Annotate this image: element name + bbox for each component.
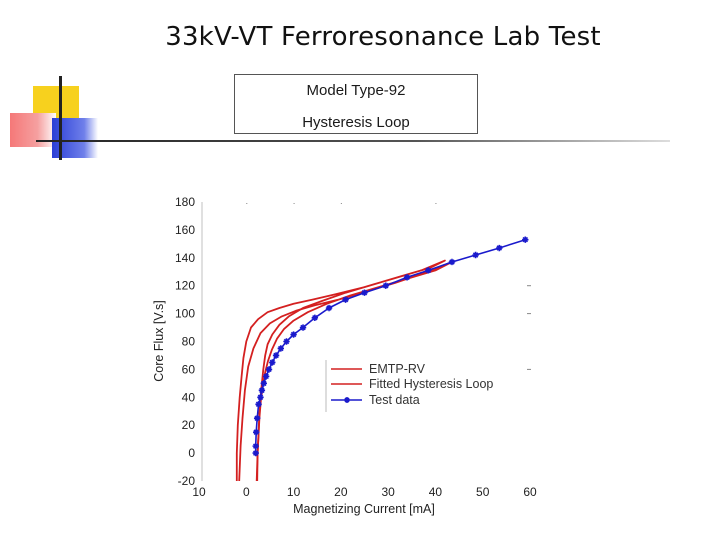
model-label-box: Model Type-92 Hysteresis Loop [234, 74, 478, 134]
x-tick-labels: 10 0 10 20 30 40 50 60 [192, 485, 537, 499]
test-data-point [269, 359, 276, 366]
legend-label: Test data [369, 393, 420, 407]
test-data-point [258, 387, 266, 394]
legend-box [322, 358, 512, 413]
decorative-horizontal-line [36, 140, 670, 142]
y-tick-labels: 180 160 140 120 100 80 60 40 20 0 -20 [175, 195, 195, 488]
test-data-point [252, 442, 259, 450]
test-data-point [260, 380, 267, 387]
x-tick-label: 40 [429, 485, 443, 499]
test-data-point [403, 274, 411, 281]
series-line-3 [254, 238, 526, 454]
y-tick-label: 60 [182, 362, 196, 376]
x-axis-label: Magnetizing Current [mA] [293, 502, 435, 516]
y-tick-label: 40 [182, 390, 196, 404]
y-tick-label: 20 [182, 418, 196, 432]
test-data-point [253, 428, 260, 436]
test-data-point [311, 314, 319, 321]
legend-label: Fitted Hysteresis Loop [369, 377, 493, 391]
decorative-vertical-line [59, 76, 62, 160]
x-tick-label: 10 [287, 485, 301, 499]
test-data-point [472, 251, 479, 259]
y-tick-label: 140 [175, 251, 195, 265]
slide-title: 33kV-VT Ferroresonance Lab Test [165, 22, 601, 52]
legend-label: EMTP-RV [369, 362, 426, 376]
y-tick-label: 100 [175, 307, 195, 321]
test-data-point [325, 304, 333, 312]
y-tick-label: 120 [175, 279, 195, 293]
y-axis-label: Core Flux [V.s] [152, 300, 166, 382]
x-tick-label: 10 [192, 485, 206, 499]
y-tick-label: 160 [175, 223, 195, 237]
test-data-point [361, 289, 368, 296]
legend-marker [344, 397, 350, 403]
test-data-point [425, 267, 432, 274]
grid-dots [246, 203, 531, 370]
y-tick-label: 180 [175, 195, 195, 209]
test-data-point [255, 401, 262, 408]
test-data-point [257, 394, 264, 401]
test-data-point [252, 449, 259, 457]
test-data-point [262, 373, 270, 380]
y-tick-label: 0 [188, 446, 195, 460]
x-tick-label: 60 [523, 485, 537, 499]
y-tick-label: 80 [182, 335, 196, 349]
x-tick-label: 50 [476, 485, 490, 499]
x-tick-label: 0 [243, 485, 250, 499]
grid-dot [293, 203, 295, 204]
series-line-2 [238, 261, 453, 482]
grid-dot [246, 203, 248, 204]
test-data-point [272, 352, 280, 359]
test-data-point [299, 324, 307, 331]
test-data-point [277, 345, 285, 352]
series-layer [235, 236, 529, 482]
x-tick-label: 20 [334, 485, 348, 499]
model-type-label: Model Type-92 [306, 82, 406, 99]
test-data-point [448, 258, 456, 266]
test-data-point [283, 338, 290, 345]
test-data-point [253, 415, 261, 422]
test-data-point [342, 296, 349, 303]
grid-dot [340, 203, 342, 204]
test-data-point [265, 366, 273, 373]
test-data-point [496, 244, 503, 252]
test-data-point [382, 282, 389, 289]
y-tick-label: -20 [178, 474, 196, 488]
test-data-point [290, 331, 297, 338]
grid-dot [435, 203, 437, 204]
x-tick-label: 30 [381, 485, 395, 499]
series-line-1 [235, 259, 446, 482]
hysteresis-loop-label: Hysteresis Loop [302, 114, 410, 131]
test-data-point [522, 236, 529, 243]
